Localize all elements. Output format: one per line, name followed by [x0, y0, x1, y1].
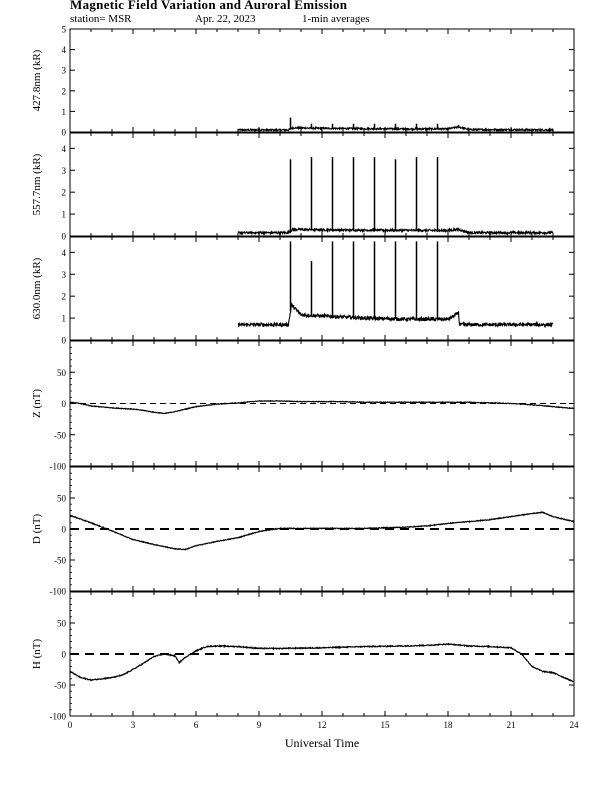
y-tick-label: 2	[62, 292, 67, 302]
y-tick-label: 50	[57, 494, 67, 504]
y-tick-label: -50	[54, 556, 66, 566]
y-tick-label: 50	[57, 619, 67, 629]
y-tick-label: 4	[62, 144, 67, 154]
y-tick-label: 0	[62, 232, 67, 242]
y-tick-label: 50	[57, 368, 67, 378]
y-tick-label: 4	[62, 248, 67, 258]
y-axis-label: 557.7nm (kR)	[31, 153, 43, 215]
data-line	[70, 511, 575, 551]
y-tick-label: 3	[62, 166, 67, 176]
y-tick-label: 0	[62, 128, 67, 138]
x-tick-label: 6	[194, 720, 199, 730]
y-tick-label: 2	[62, 188, 67, 198]
y-tick-label: 1	[62, 107, 67, 117]
x-tick-label: 15	[381, 720, 391, 730]
y-tick-label: 3	[62, 270, 67, 280]
date-label: Apr. 22, 2023	[195, 13, 256, 25]
data-line	[69, 399, 575, 415]
y-tick-label: 5	[62, 25, 67, 35]
y-tick-label: -50	[54, 681, 66, 691]
y-tick-label: -100	[50, 712, 67, 722]
x-tick-label: 12	[318, 720, 327, 730]
y-tick-label: 0	[62, 650, 67, 660]
y-tick-label: -100	[50, 587, 67, 597]
y-tick-label: 2	[62, 86, 67, 96]
x-tick-label: 3	[131, 720, 136, 730]
x-tick-label: 21	[507, 720, 516, 730]
station-label: station= MSR	[70, 13, 132, 25]
x-tick-label: 9	[257, 720, 262, 730]
page-title: Magnetic Field Variation and Auroral Emi…	[70, 0, 348, 12]
y-tick-label: 0	[62, 336, 67, 346]
y-axis-label: 630.0nm (kR)	[31, 257, 43, 319]
panel-frame-0	[69, 28, 575, 133]
y-tick-label: -50	[54, 430, 66, 440]
panel-frame-1	[69, 132, 575, 237]
y-tick-label: 3	[62, 66, 67, 76]
x-tick-label: 24	[570, 720, 580, 730]
y-tick-label: 4	[62, 45, 67, 55]
x-tick-label: 0	[68, 720, 73, 730]
x-axis-label: Universal Time	[285, 736, 359, 750]
y-axis-label: 427.8nm (kR)	[31, 49, 43, 111]
y-tick-label: 1	[62, 314, 67, 324]
y-tick-label: -100	[50, 462, 67, 472]
y-axis-label: Z (nT)	[31, 389, 43, 418]
y-axis-label: D (nT)	[31, 514, 43, 545]
x-tick-label: 18	[444, 720, 454, 730]
y-axis-label: H (nT)	[31, 639, 43, 670]
y-tick-label: 1	[62, 210, 67, 220]
data-line	[69, 642, 575, 683]
averaging-label: 1-min averages	[302, 13, 370, 25]
y-tick-label: 0	[62, 399, 67, 409]
y-tick-label: 0	[62, 525, 67, 535]
